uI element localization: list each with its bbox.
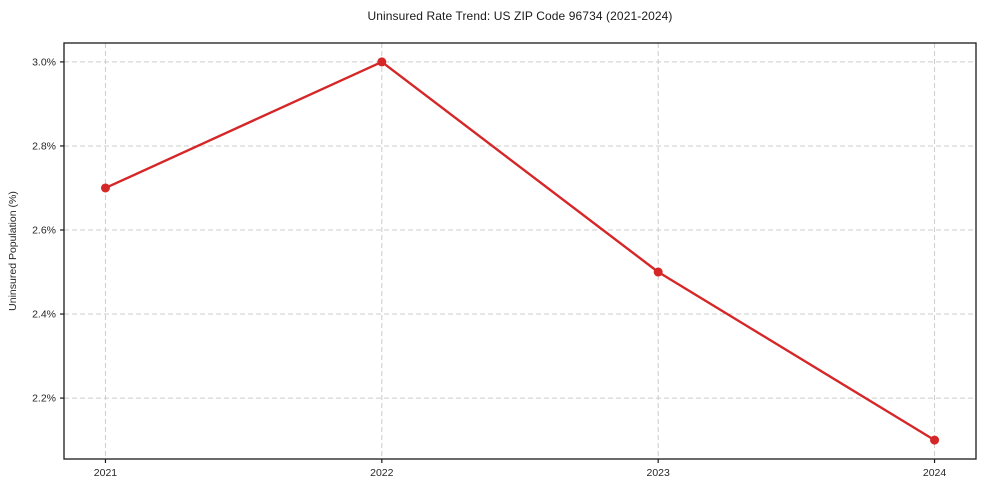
data-point bbox=[100, 183, 110, 193]
data-point bbox=[653, 267, 663, 277]
y-tick-label: 2.8% bbox=[32, 141, 56, 153]
data-point bbox=[377, 57, 387, 67]
axes-box bbox=[63, 42, 977, 460]
y-axis-label: Uninsured Population (%) bbox=[7, 191, 19, 311]
x-tick-label: 2022 bbox=[370, 467, 394, 479]
y-tick-label: 3.0% bbox=[32, 57, 56, 69]
y-tick-label: 2.4% bbox=[32, 309, 56, 321]
x-tick-label: 2024 bbox=[923, 467, 947, 479]
data-point bbox=[930, 435, 940, 445]
y-tick-label: 2.6% bbox=[32, 225, 56, 237]
chart-title: Uninsured Rate Trend: US ZIP Code 96734 … bbox=[367, 9, 673, 23]
data-line bbox=[104, 60, 936, 442]
x-tick-label: 2023 bbox=[647, 467, 671, 479]
x-tick-label: 2021 bbox=[94, 467, 118, 479]
y-tick-label: 2.2% bbox=[32, 393, 56, 405]
